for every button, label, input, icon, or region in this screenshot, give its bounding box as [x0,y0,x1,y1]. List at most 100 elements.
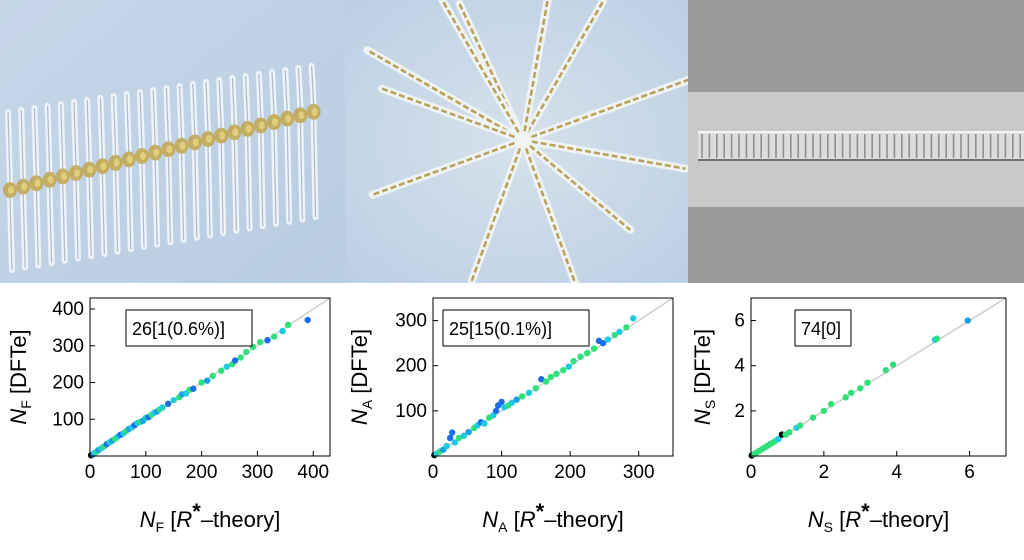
x-tick-label: 100 [486,462,518,483]
data-point [775,435,782,443]
data-point [584,349,591,357]
y-tick-label: 200 [52,373,84,394]
x-tick-label: 200 [554,462,586,483]
x-axis-label: NF [R*–theory] [140,499,281,535]
y-axis-label: NA [DFTe] [347,329,375,425]
data-point [304,316,311,324]
y-axis-label: NS [DFTe] [690,329,718,425]
data-point [204,377,211,384]
data-point [449,429,456,436]
annotation-text: 74[0] [801,319,841,339]
x-tick-label: 6 [964,462,975,483]
na-scatter-chart: 0 100 200 300 100 200 300 25[15(0.1%)] NA [R*–th… [347,297,674,535]
x-axis-label: NS [R*–theory] [808,499,949,535]
data-point [508,399,516,406]
data-point [547,373,555,381]
ns-scatter-chart: 0 2 4 6 2 4 6 74[0] NS [R*–theory] NS [DFTe] [690,297,1007,535]
y-tick-label: 6 [734,311,745,332]
annotation-box [442,309,590,347]
data-point [820,407,828,415]
data-point [532,385,540,392]
data-point [796,422,804,429]
data-point [209,372,216,380]
plot-ns: 0 2 4 6 2 4 6 74[0] NS [R*–theory] NS [DFTe] [688,290,1024,560]
data-point [809,414,817,421]
plot-frame [432,297,674,457]
y-tick-label: 300 [52,336,84,357]
data-point [542,378,550,385]
data-point [257,338,264,346]
photo-star-colony [345,0,688,283]
plot-nf: 0 100 200 300 400 100 200 300 400 26[1(0.6%)] NF [… [0,290,345,560]
data-point [264,337,271,344]
annotation-box [125,309,253,347]
photo-stacked-chain [688,0,1024,283]
plot-frame [750,297,1007,457]
data-point [611,331,618,339]
data-point [933,335,940,342]
data-point [847,389,855,396]
data-point [882,367,889,374]
data-point [630,315,637,322]
y-tick-label: 2 [734,401,745,422]
data-point [243,348,250,356]
x-tick-label: 400 [297,462,329,483]
nf-scatter-chart: 0 100 200 300 400 100 200 300 400 26[1(0.6%)] NF [… [6,297,331,535]
plot-na: 0 100 200 300 100 200 300 25[15(0.1%)] NA [R*–th… [345,290,688,560]
data-point [498,398,505,406]
data-point [616,328,623,336]
data-point [217,367,225,374]
data-point [164,400,172,408]
data-point [604,336,612,343]
plot-frame [89,297,331,457]
data-point [237,354,244,361]
data-point [446,434,454,442]
data-point [560,367,567,374]
data-point [525,389,533,396]
data-point [964,317,971,324]
y-tick-label: 4 [734,356,745,377]
annotation-box [794,309,852,347]
x-tick-label: 100 [130,462,162,483]
data-point [599,339,607,347]
data-point [223,363,230,370]
data-point [590,345,598,352]
data-point [190,385,197,392]
data-point [270,333,278,340]
data-point [565,363,572,370]
data-point [538,376,545,383]
data-point [279,327,286,335]
data-point [159,404,166,411]
y-tick-label: 200 [395,356,427,377]
data-point [492,407,500,415]
data-point [443,442,450,450]
y-tick-label: 100 [395,401,427,422]
data-point [827,400,835,408]
data-point [623,324,630,331]
data-point [513,396,520,403]
data-point [465,428,472,436]
data-point [460,432,468,439]
x-tick-label: 2 [819,462,830,483]
data-point [284,321,292,329]
diagonal-line [750,297,1007,457]
data-point [570,358,577,365]
data-point [198,379,205,386]
data-point [842,394,849,401]
data-point [857,385,864,392]
data-point [864,379,871,386]
data-point [518,393,526,400]
y-tick-label: 400 [52,299,84,320]
y-axis-label: NF [DFTe] [6,329,34,424]
data-point [889,361,897,368]
x-tick-label: 300 [242,462,274,483]
data-point [455,434,463,442]
annotation-text: 26[1(0.6%)] [132,319,225,339]
y-tick-label: 100 [52,409,84,430]
x-tick-label: 4 [891,462,902,483]
photo-comb-chain-colony [0,0,345,283]
x-tick-label: 0 [85,462,96,483]
data-point [786,429,793,436]
x-tick-label: 200 [186,462,218,483]
x-tick-label: 0 [428,462,439,483]
